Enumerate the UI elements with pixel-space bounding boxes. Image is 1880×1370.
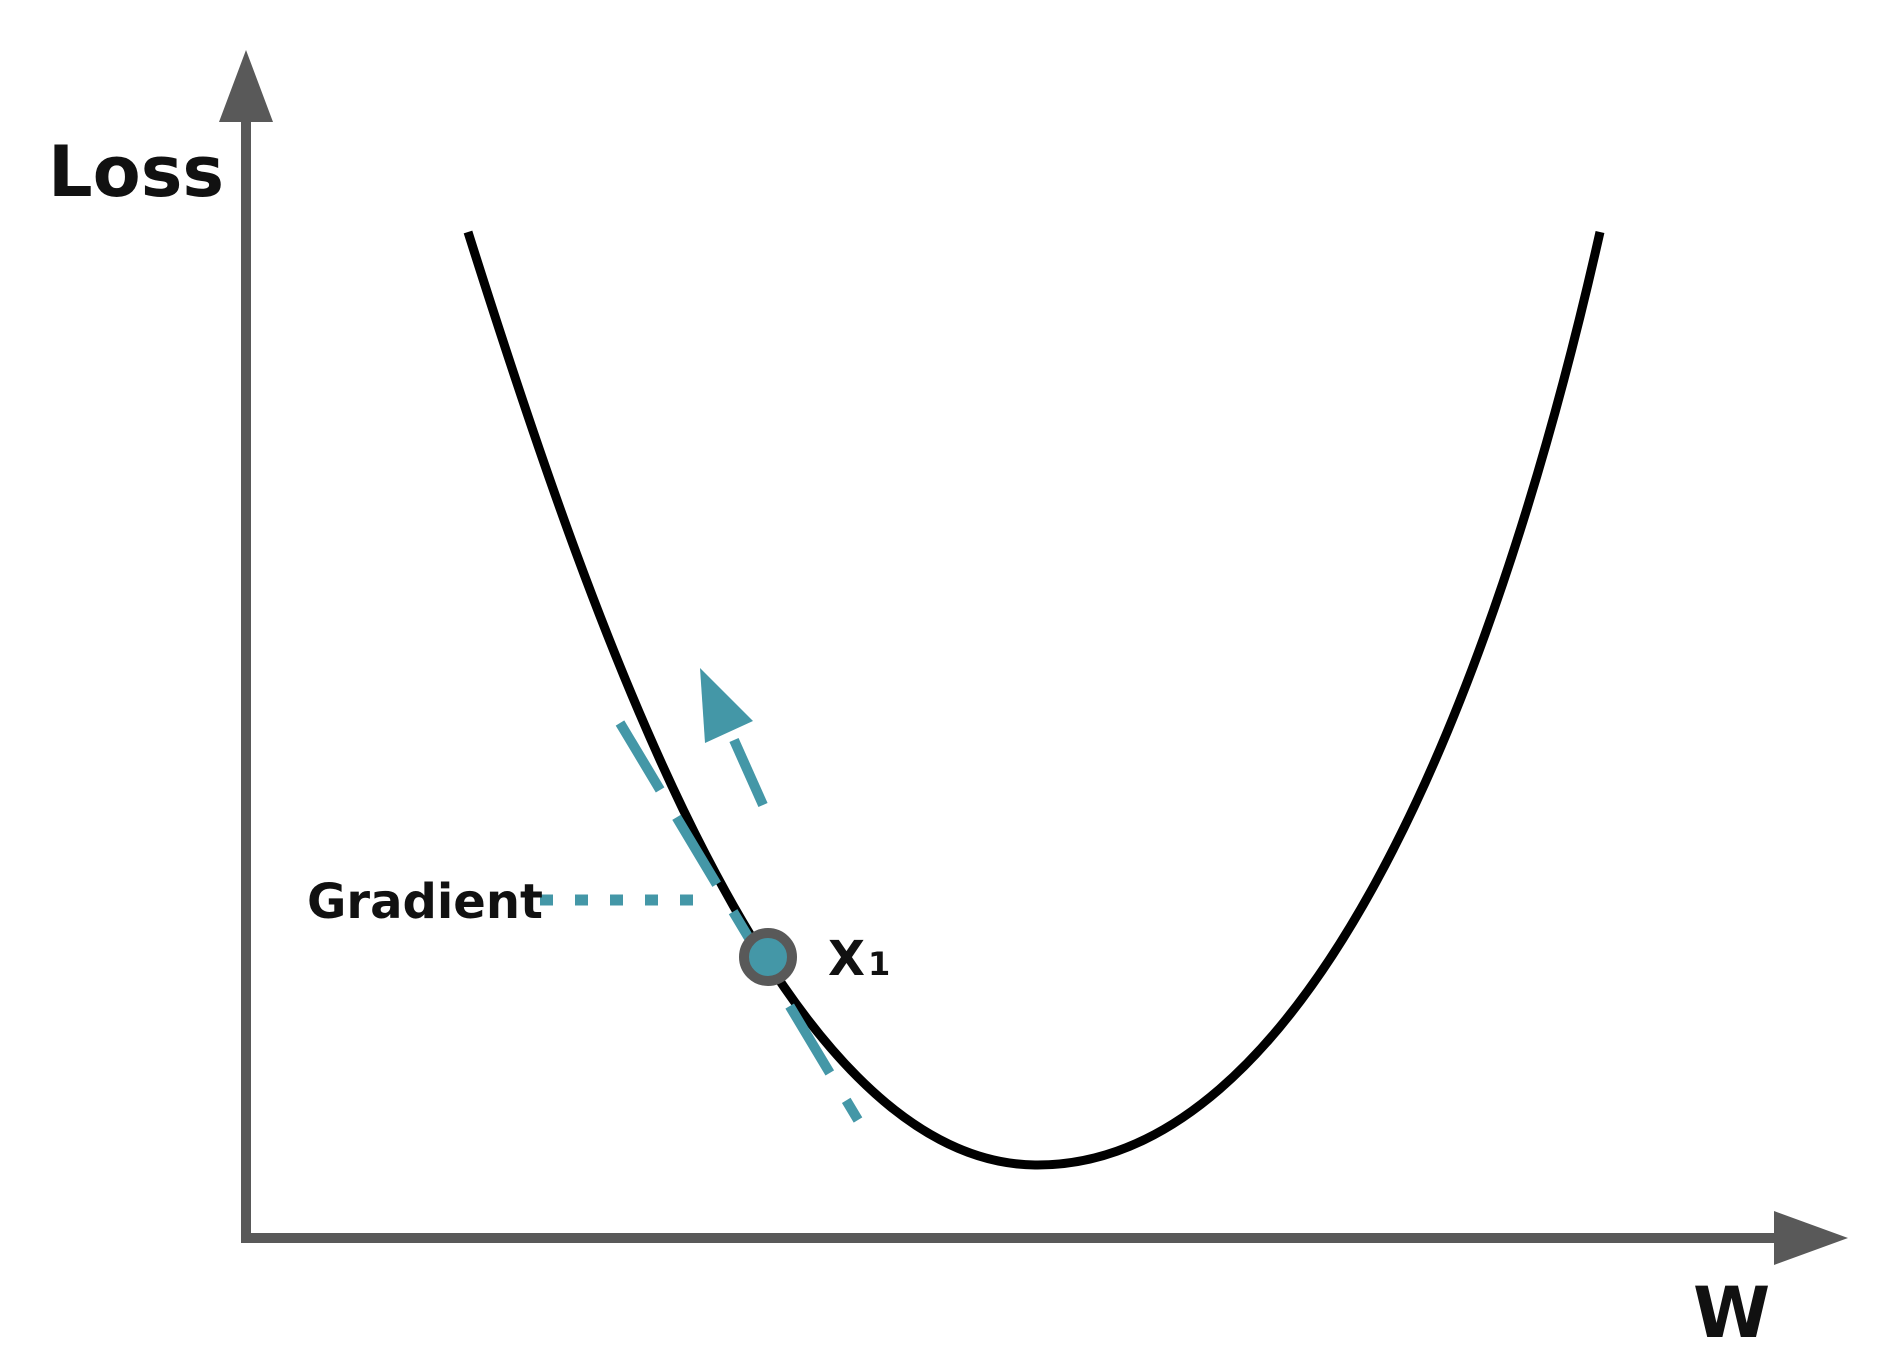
point-label-subscript: 1 bbox=[868, 945, 890, 983]
direction-arrow-shaft bbox=[729, 737, 768, 808]
current-point-marker bbox=[739, 928, 797, 986]
axes bbox=[219, 50, 1848, 1265]
gradient-label: Gradient bbox=[307, 874, 543, 930]
direction-arrow bbox=[700, 668, 768, 808]
y-axis-label: Loss bbox=[48, 131, 224, 213]
x-axis-arrowhead-icon bbox=[1774, 1211, 1848, 1265]
gradient-tangent-line bbox=[615, 720, 863, 1123]
point-label-main: X bbox=[828, 931, 865, 987]
x-axis-label: W bbox=[1693, 1272, 1770, 1354]
point-label: X1 bbox=[828, 931, 890, 987]
loss-curve bbox=[463, 230, 1605, 1170]
arrow-up-left-icon bbox=[700, 668, 753, 743]
y-axis-arrowhead-icon bbox=[219, 50, 273, 122]
